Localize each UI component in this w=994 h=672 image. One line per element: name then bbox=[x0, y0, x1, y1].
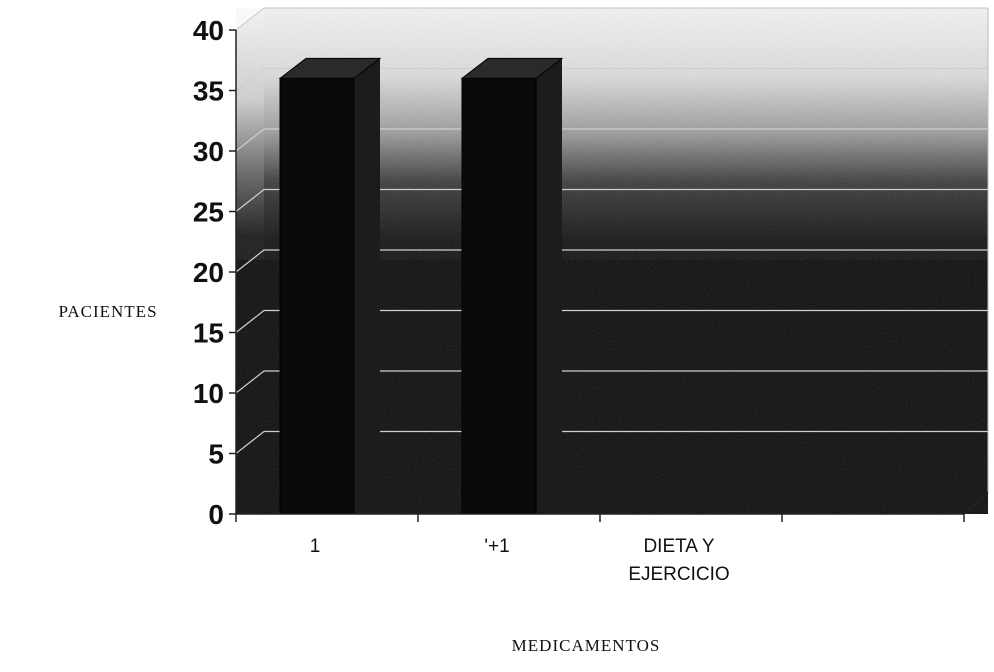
x-category-label-3: DIETA Y EJERCICIO bbox=[628, 536, 729, 585]
x-category-labels: 1 '+1 DIETA Y EJERCICIO bbox=[310, 536, 730, 585]
y-tick-label-40: 40 bbox=[193, 15, 224, 46]
y-tick-label-25: 25 bbox=[193, 197, 224, 228]
y-tick-label-30: 30 bbox=[193, 136, 224, 167]
gridline-15 bbox=[235, 309, 988, 333]
y-axis-title: PACIENTES bbox=[58, 302, 157, 321]
bar-1 bbox=[278, 57, 382, 515]
gridline-20 bbox=[235, 249, 988, 273]
bar-front-face bbox=[461, 77, 537, 515]
bar-2 bbox=[460, 57, 564, 515]
x-axis-title: MEDICAMENTOS bbox=[512, 636, 661, 655]
y-tick-label-15: 15 bbox=[193, 318, 224, 349]
gridline-5 bbox=[235, 430, 988, 454]
y-tick-label-10: 10 bbox=[193, 378, 224, 409]
bar-side-face bbox=[354, 58, 380, 515]
y-tick-labels: 0 5 10 15 20 25 30 35 40 bbox=[193, 15, 224, 530]
gridline-30 bbox=[235, 128, 988, 152]
y-tick-label-5: 5 bbox=[208, 439, 224, 470]
x-axis-depth-edge bbox=[963, 491, 989, 515]
axes bbox=[229, 29, 989, 522]
y-tick-label-35: 35 bbox=[193, 76, 224, 107]
bar-side-face bbox=[536, 58, 562, 515]
gridline-35 bbox=[235, 67, 988, 91]
x-category-label-1: 1 bbox=[310, 536, 321, 557]
y-tick-label-0: 0 bbox=[208, 499, 224, 530]
bar-front-face bbox=[279, 77, 355, 515]
gridline-25 bbox=[235, 188, 988, 212]
grid-lines bbox=[235, 7, 989, 492]
gridline-40 bbox=[235, 7, 988, 31]
gridline-10 bbox=[235, 370, 988, 394]
bars bbox=[278, 57, 564, 515]
y-tick-label-20: 20 bbox=[193, 257, 224, 288]
x-category-label-2: '+1 bbox=[484, 536, 509, 557]
